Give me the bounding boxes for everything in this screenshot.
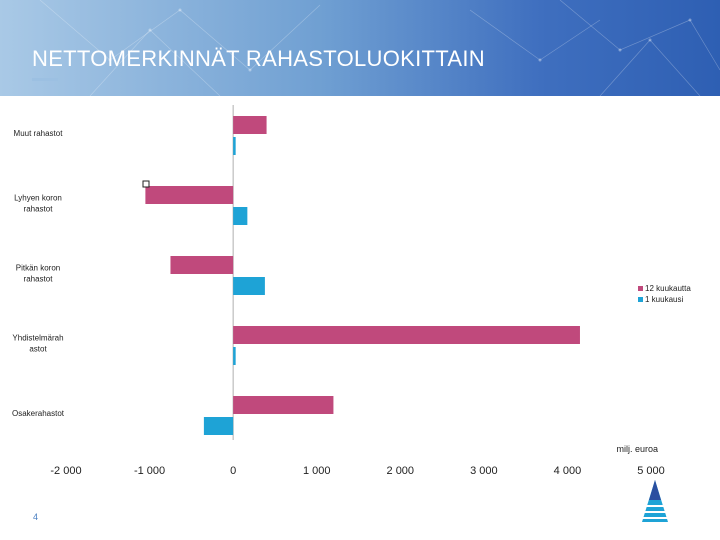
x-tick-label: 3 000 [470,465,498,477]
title-accent-bar [32,78,58,81]
bar-1m [203,417,234,435]
category-label: Lyhyen koron [14,194,62,203]
x-tick-label: 2 000 [387,465,415,477]
chart-legend: 12 kuukautta 1 kuukausi [638,283,691,305]
unit-label: milj. euroa [616,444,658,454]
slide-header: NETTOMERKINNÄT RAHASTOLUOKITTAIN [0,0,720,96]
legend-item-12m: 12 kuukautta [638,283,691,294]
slide-title: NETTOMERKINNÄT RAHASTOLUOKITTAIN [32,46,485,71]
page-number: 4 [33,512,39,522]
bar-1m [233,277,265,295]
bar-12m [233,326,580,344]
bar-1m [233,137,236,155]
x-tick-label: -2 000 [50,465,81,477]
bar-1m [233,347,236,365]
bar-1m [233,207,248,225]
category-label: Pitkän koron [16,264,60,273]
legend-swatch-1m [638,297,643,302]
bar-12m [233,116,267,134]
x-tick-label: -1 000 [134,465,165,477]
legend-swatch-12m [638,286,643,291]
bar-12m [233,396,334,414]
legend-label-12m: 12 kuukautta [645,284,691,293]
legend-label-1m: 1 kuukausi [645,295,684,304]
x-tick-label: 0 [230,465,236,477]
header-network-decoration [39,0,720,96]
fund-category-bar-chart: Muut rahastot Lyhyen koron rahastot Pitkän … [12,105,665,477]
category-label: Muut rahastot [14,129,64,138]
category-label: rahastot [24,205,54,214]
x-tick-label: 5 000 [637,465,665,477]
legend-item-1m: 1 kuukausi [638,294,691,305]
category-label: astot [29,345,47,354]
category-label: rahastot [24,275,54,284]
bar-12m [145,186,234,204]
x-tick-label: 1 000 [303,465,331,477]
category-label: Osakerahastot [12,409,65,418]
marker-box [142,180,150,188]
company-logo-icon [642,480,668,522]
category-label: Yhdistelmärah [12,334,63,343]
x-tick-label: 4 000 [554,465,582,477]
bar-12m [170,256,234,274]
